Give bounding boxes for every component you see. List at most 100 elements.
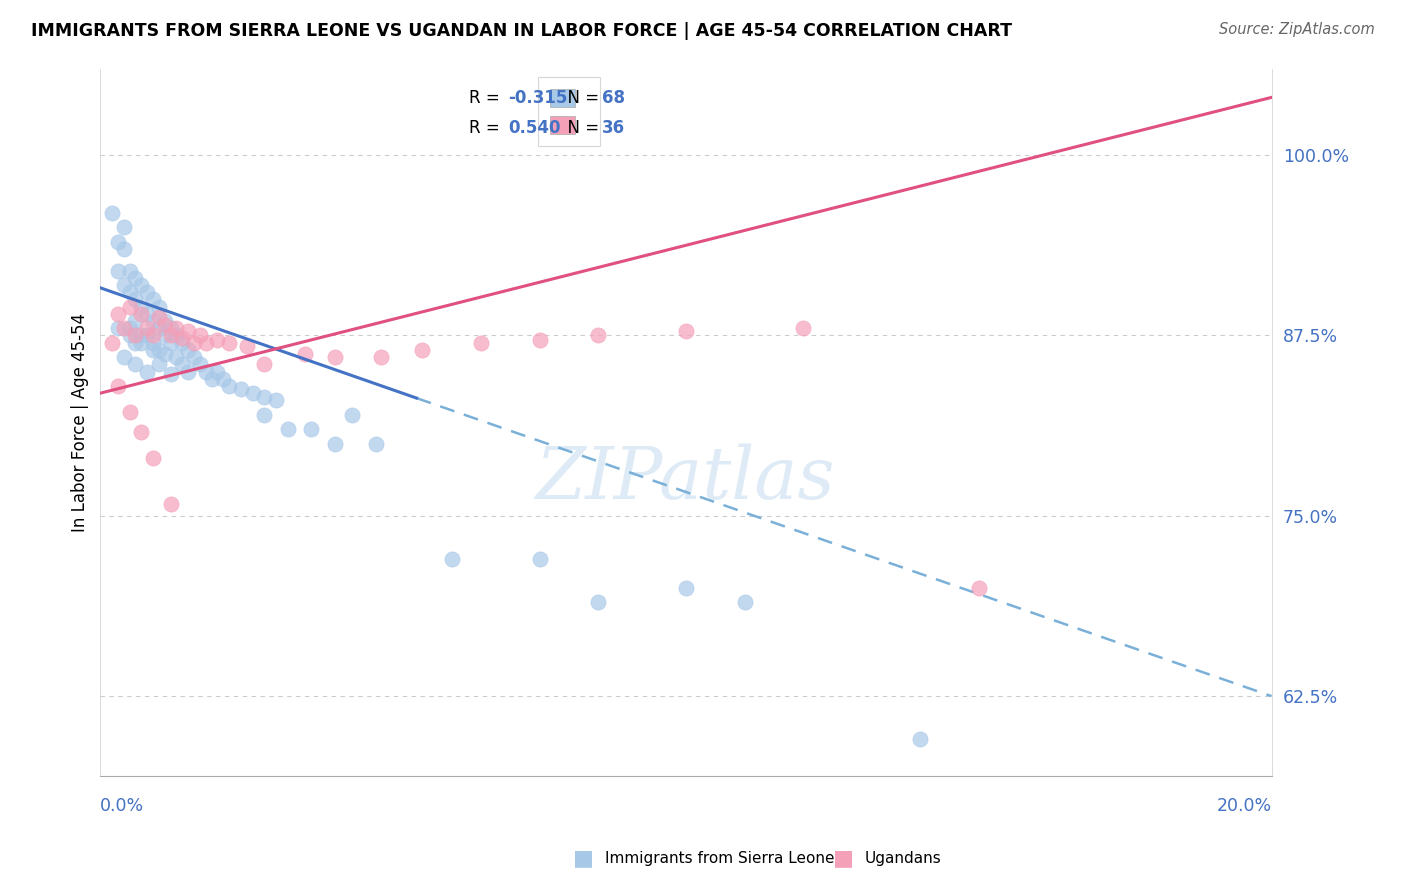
Point [101, 335, 124, 350]
Text: 0.540: 0.540 [508, 119, 561, 136]
Text: -0.315: -0.315 [508, 89, 567, 107]
Point [142, 451, 165, 466]
Point [159, 321, 181, 335]
Point [207, 333, 229, 347]
Point [586, 328, 609, 343]
Point [166, 321, 188, 335]
Text: 68: 68 [602, 89, 624, 107]
Point [194, 365, 217, 379]
Point [148, 343, 170, 357]
Point [253, 391, 276, 405]
Point [153, 314, 176, 328]
Point [340, 408, 363, 422]
Point [529, 333, 551, 347]
Point [159, 368, 181, 382]
Text: Ugandans: Ugandans [865, 851, 942, 865]
Point [166, 328, 188, 343]
Point [131, 328, 153, 343]
Point [148, 300, 170, 314]
Point [136, 365, 159, 379]
Point [159, 497, 181, 511]
Point [118, 328, 141, 343]
Point [148, 310, 170, 324]
Text: N =: N = [557, 119, 605, 136]
Point [101, 206, 124, 220]
Point [131, 277, 153, 292]
Point [277, 422, 299, 436]
Point [131, 307, 153, 321]
Point [194, 335, 217, 350]
Point [166, 350, 188, 364]
Point [908, 732, 931, 747]
Point [440, 552, 463, 566]
Point [172, 335, 194, 350]
Point [136, 328, 159, 343]
Point [112, 220, 135, 235]
Point [131, 335, 153, 350]
Point [675, 581, 697, 595]
Point [124, 293, 146, 307]
Point [364, 436, 387, 450]
Point [107, 379, 129, 393]
Point [586, 595, 609, 609]
Point [142, 293, 165, 307]
Point [142, 328, 165, 343]
Point [212, 372, 235, 386]
Point [136, 285, 159, 300]
Point [153, 347, 176, 361]
Text: N =: N = [557, 89, 605, 107]
Point [188, 328, 211, 343]
Point [142, 343, 165, 357]
Point [294, 347, 316, 361]
Point [107, 263, 129, 277]
Point [172, 331, 194, 345]
Point [177, 365, 200, 379]
Point [112, 242, 135, 256]
Point [299, 422, 322, 436]
Point [323, 436, 346, 450]
Point [242, 386, 264, 401]
Point [177, 343, 200, 357]
Point [131, 425, 153, 439]
Text: 20.0%: 20.0% [1216, 797, 1271, 815]
Point [264, 393, 287, 408]
Point [792, 321, 814, 335]
Point [148, 321, 170, 335]
Point [253, 357, 276, 371]
Y-axis label: In Labor Force | Age 45-54: In Labor Force | Age 45-54 [72, 312, 89, 532]
Point [107, 321, 129, 335]
Point [112, 277, 135, 292]
Point [131, 300, 153, 314]
Point [172, 357, 194, 371]
Point [107, 307, 129, 321]
Point [411, 343, 433, 357]
Text: ■: ■ [834, 848, 853, 868]
Point [118, 285, 141, 300]
Point [153, 318, 176, 333]
Point [124, 270, 146, 285]
Point [201, 372, 224, 386]
Point [124, 314, 146, 328]
Point [118, 405, 141, 419]
Point [734, 595, 756, 609]
Point [675, 324, 697, 338]
Text: R =: R = [470, 119, 505, 136]
Point [529, 552, 551, 566]
Point [229, 382, 252, 396]
Text: R =: R = [470, 89, 505, 107]
Point [112, 321, 135, 335]
Point [159, 335, 181, 350]
Point [967, 581, 990, 595]
Point [370, 350, 392, 364]
Point [183, 350, 205, 364]
Point [142, 314, 165, 328]
Text: IMMIGRANTS FROM SIERRA LEONE VS UGANDAN IN LABOR FORCE | AGE 45-54 CORRELATION C: IMMIGRANTS FROM SIERRA LEONE VS UGANDAN … [31, 22, 1012, 40]
Point [148, 357, 170, 371]
Point [118, 263, 141, 277]
Point [136, 307, 159, 321]
Text: Immigrants from Sierra Leone: Immigrants from Sierra Leone [605, 851, 834, 865]
Point [118, 321, 141, 335]
Point [112, 350, 135, 364]
Point [218, 335, 240, 350]
Point [118, 300, 141, 314]
